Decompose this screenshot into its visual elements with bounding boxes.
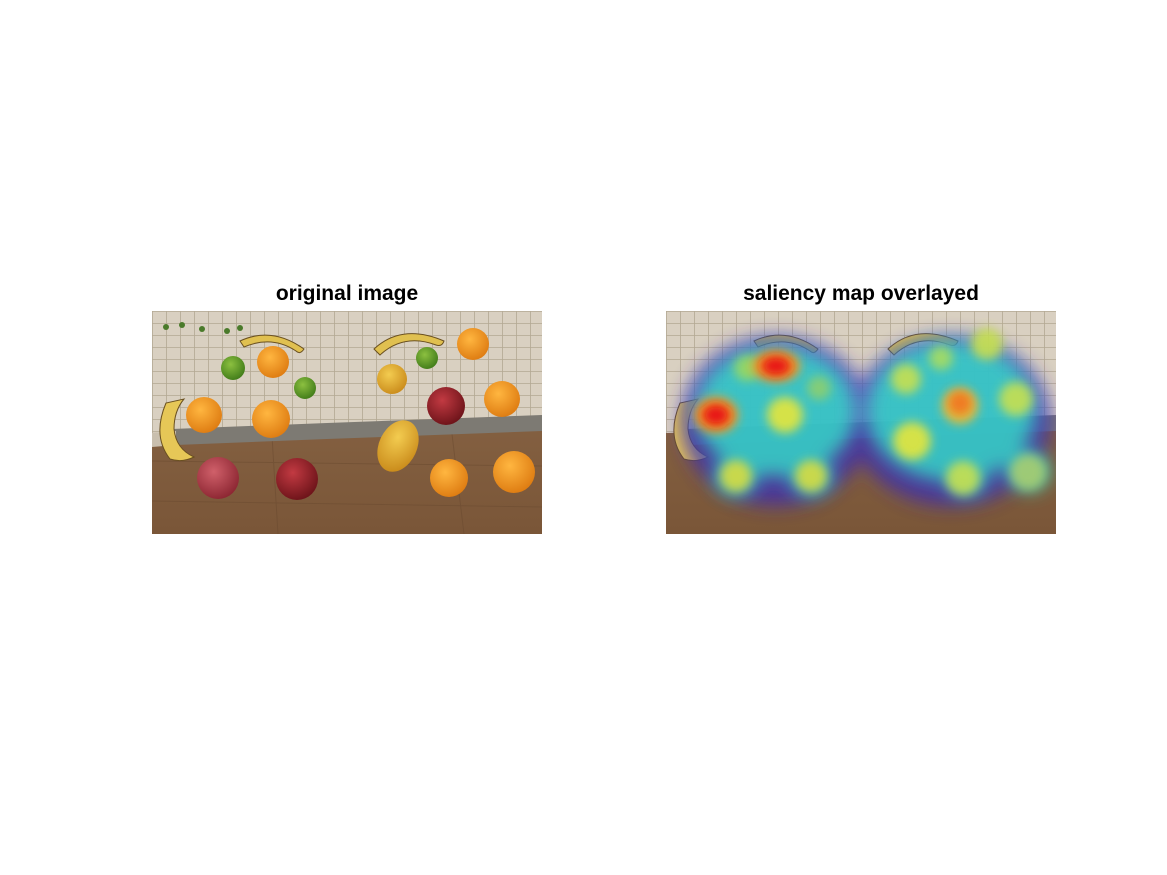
left-panel-title: original image xyxy=(275,282,419,305)
saliency-overlay-image xyxy=(666,311,1056,534)
right-panel-title: saliency map overlayed xyxy=(743,282,979,305)
original-image xyxy=(152,311,542,534)
